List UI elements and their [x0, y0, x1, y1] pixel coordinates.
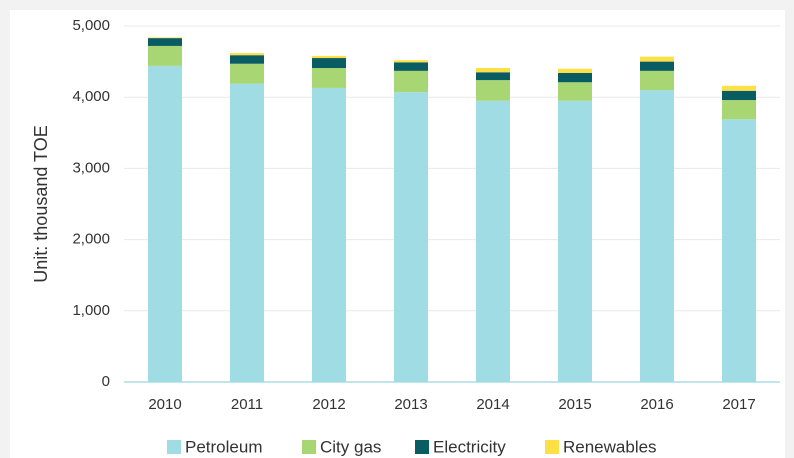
x-tick-label: 2015 — [558, 396, 591, 413]
bar-segment — [558, 68, 592, 73]
bar-segment — [312, 68, 346, 88]
bar-segment — [640, 90, 674, 382]
bar-segment — [312, 87, 346, 382]
bar-segment — [230, 55, 264, 64]
bar-segment — [558, 82, 592, 101]
bar-segment — [230, 63, 264, 84]
bar-segment — [394, 70, 428, 93]
bar-segment — [476, 80, 510, 101]
bar-segment — [640, 61, 674, 71]
y-tick-label: 2,000 — [72, 231, 110, 248]
y-tick-label: 4,000 — [72, 88, 110, 105]
bar-segment — [476, 72, 510, 81]
legend-label: Renewables — [563, 437, 657, 456]
bar-segment — [722, 119, 756, 382]
bar-segment — [394, 62, 428, 71]
bar-segment — [312, 55, 346, 59]
bar-segment — [722, 100, 756, 120]
bar-segment — [558, 100, 592, 382]
x-tick-label: 2013 — [394, 396, 427, 413]
bar-segment — [394, 92, 428, 382]
bar-segment — [476, 100, 510, 382]
legend-label: Electricity — [433, 437, 506, 456]
bar-segment — [312, 58, 346, 69]
legend-swatch — [167, 440, 181, 454]
legend-swatch — [545, 440, 559, 454]
bar-segment — [640, 56, 674, 62]
bar-segment — [722, 90, 756, 101]
y-tick-label: 3,000 — [72, 159, 110, 176]
bar-segment — [148, 37, 182, 39]
x-tick-label: 2017 — [722, 396, 755, 413]
bar-segment — [640, 70, 674, 91]
bar-segment — [230, 53, 264, 56]
x-tick-label: 2016 — [640, 396, 673, 413]
x-tick-label: 2014 — [476, 396, 509, 413]
y-tick-label: 1,000 — [72, 302, 110, 319]
x-tick-label: 2012 — [312, 396, 345, 413]
bar-segment — [230, 83, 264, 382]
y-tick-label: 0 — [102, 373, 110, 390]
y-axis-label: Unit: thousand TOE — [31, 125, 51, 282]
legend-swatch — [302, 440, 316, 454]
y-tick-label: 5,000 — [72, 17, 110, 34]
bar-segment — [148, 38, 182, 46]
bar-segment — [476, 68, 510, 73]
bar-segment — [558, 72, 592, 83]
bar-segment — [148, 65, 182, 382]
x-tick-label: 2010 — [148, 396, 181, 413]
legend-label: Petroleum — [185, 437, 262, 456]
legend-label: City gas — [320, 437, 381, 456]
legend-swatch — [415, 440, 429, 454]
bar-segment — [148, 45, 182, 66]
x-tick-label: 2011 — [231, 396, 263, 413]
bar-segment — [394, 60, 428, 63]
bar-segment — [722, 85, 756, 91]
